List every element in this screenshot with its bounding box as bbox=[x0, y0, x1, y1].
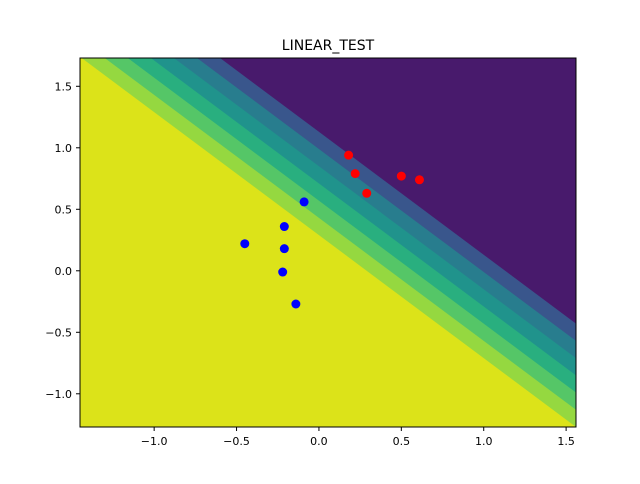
y-tick-label: 1.0 bbox=[55, 142, 73, 155]
x-tick-label: −1.0 bbox=[141, 435, 168, 448]
y-tick-label: −1.0 bbox=[45, 388, 72, 401]
data-point bbox=[299, 197, 309, 207]
data-point bbox=[414, 175, 424, 185]
x-tick-label: 1.0 bbox=[475, 435, 493, 448]
x-axis: −1.0 −0.5 0.0 0.5 1.0 1.5 bbox=[141, 427, 575, 448]
x-tick-label: 1.5 bbox=[557, 435, 575, 448]
data-point bbox=[240, 239, 250, 249]
y-axis: −1.0 −0.5 0.0 0.5 1.0 1.5 bbox=[45, 80, 80, 401]
scatter-points bbox=[240, 150, 424, 309]
y-tick-label: −0.5 bbox=[45, 326, 72, 339]
data-point bbox=[344, 150, 354, 160]
data-point bbox=[279, 244, 289, 254]
data-point bbox=[362, 188, 372, 198]
x-tick-label: 0.5 bbox=[393, 435, 411, 448]
x-tick-label: 0.0 bbox=[310, 435, 328, 448]
data-point bbox=[350, 169, 360, 179]
data-point bbox=[279, 222, 289, 232]
data-point bbox=[291, 299, 301, 309]
contour-band bbox=[220, 58, 576, 324]
data-point bbox=[278, 267, 288, 277]
plot-frame bbox=[79, 57, 577, 428]
chart-title: LINEAR_TEST bbox=[282, 38, 375, 54]
data-point bbox=[396, 171, 406, 181]
y-tick-label: 1.5 bbox=[55, 80, 73, 93]
y-tick-label: 0.5 bbox=[55, 203, 73, 216]
x-tick-label: −0.5 bbox=[223, 435, 250, 448]
decision-surface bbox=[80, 58, 576, 427]
y-tick-label: 0.0 bbox=[55, 265, 73, 278]
